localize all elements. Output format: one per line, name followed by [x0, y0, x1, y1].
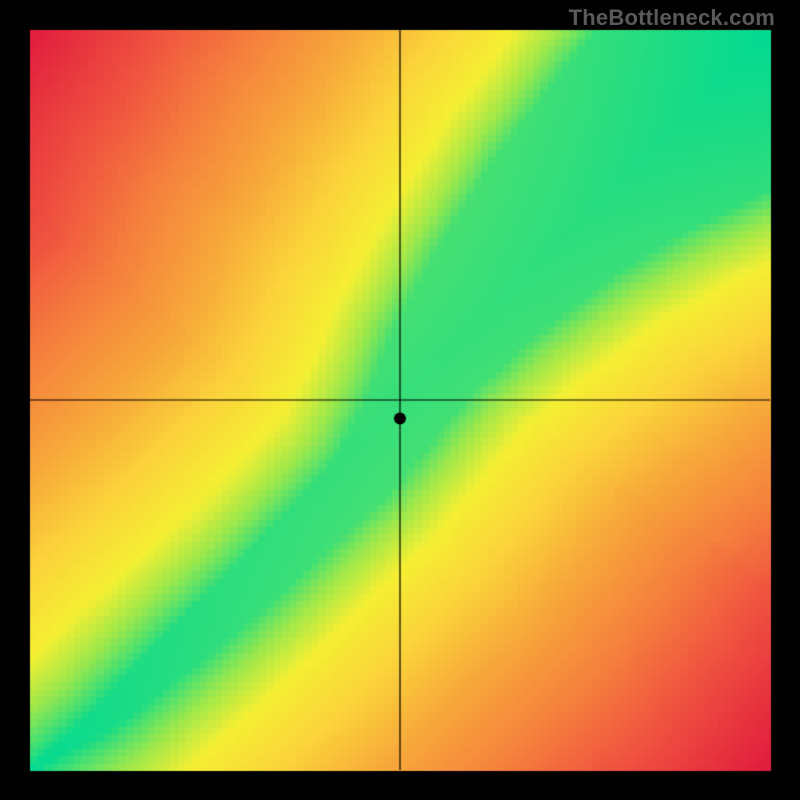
bottleneck-heatmap-canvas: [0, 0, 800, 800]
chart-stage: TheBottleneck.com: [0, 0, 800, 800]
